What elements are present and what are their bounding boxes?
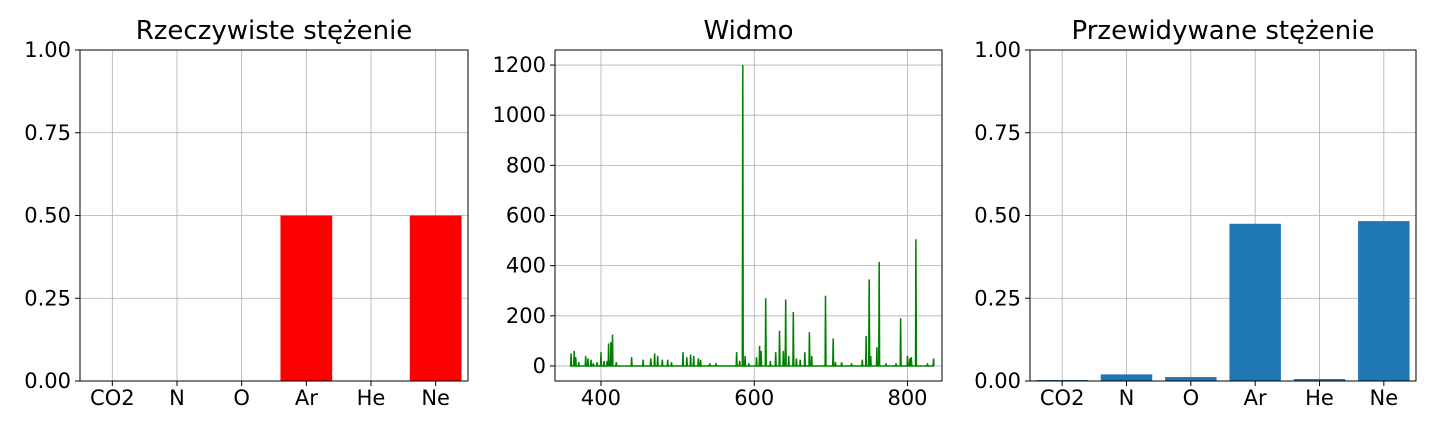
bar-ar [280,215,333,381]
x-tick-label: N [169,386,185,410]
bar-ne [409,215,462,381]
y-tick-label: 1.00 [24,38,71,62]
y-tick-label: 1.00 [974,38,1021,62]
x-tick-label: 800 [887,386,927,410]
y-tick-label: 1000 [493,103,546,127]
panel-spectrum: 0 200 400 600 800 1000 1200 400 600 800 Widmo [493,16,943,410]
bar-ne [1358,221,1410,381]
y-tick-label: 400 [506,254,546,278]
spectrum-line [569,64,935,367]
y-tick-label: 0.25 [24,286,71,310]
y-tick-label: 600 [506,204,546,228]
y-tick-label: 1200 [493,53,546,77]
bar-o [1165,377,1217,381]
y-tick-label: 0.50 [24,204,71,228]
y-tick-label: 0 [533,354,546,378]
x-tick-label: 600 [734,386,774,410]
y-tick-label: 0.25 [974,286,1021,310]
y-tick-label: 0.00 [24,369,71,393]
x-tick-label: CO2 [90,386,135,410]
bar-ar [1229,223,1281,381]
y-tick-label: 0.75 [974,121,1021,145]
chart-title: Przewidywane stężenie [1072,16,1375,46]
x-tick-label: Ar [1244,386,1267,410]
x-tick-label: O [1183,386,1200,410]
x-tick-label: O [233,386,250,410]
chart-title: Widmo [703,16,793,46]
x-tick-label: He [1305,386,1334,410]
panel-actual-concentration: 0.00 0.25 0.50 0.75 1.00 CO2 N O Ar He Ne Rzeczywi… [24,16,469,410]
y-tick-label: 800 [506,153,546,177]
x-tick-label: Ar [295,386,318,410]
y-tick-label: 200 [506,304,546,328]
bar-he [1293,379,1346,381]
x-tick-label: 400 [581,386,621,410]
x-tick-label: CO2 [1040,386,1085,410]
x-tick-label: He [357,386,386,410]
x-tick-label: Ne [421,386,450,410]
y-tick-label: 0.75 [24,121,71,145]
y-tick-label: 0.50 [974,204,1021,228]
y-tick-label: 0.00 [974,369,1021,393]
chart-title: Rzeczywiste stężenie [136,16,413,46]
panel-predicted-concentration: 0.00 0.25 0.50 0.75 1.00 CO2 N O Ar He Ne Przewidy… [974,16,1417,410]
bar-n [1100,374,1153,381]
x-tick-label: Ne [1370,386,1399,410]
x-tick-label: N [1119,386,1135,410]
